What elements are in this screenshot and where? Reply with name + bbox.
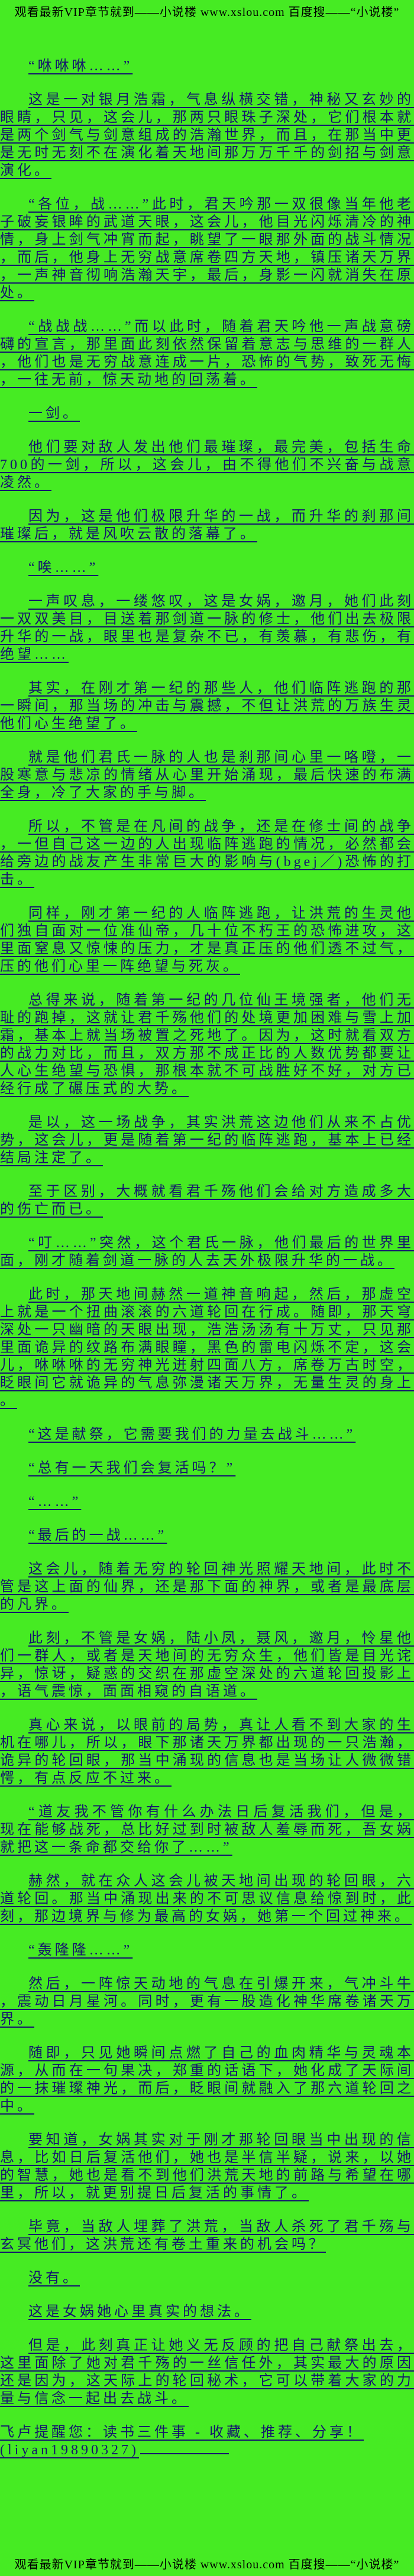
paragraph: “这是献祭，它需要我们的力量去战斗……” bbox=[28, 1427, 356, 1442]
paragraph: 要知道，女娲其实对于刚才那轮回眼当中出现的信息，比如日后复活他们，她也是半信半疑… bbox=[0, 2132, 414, 2201]
paragraph: “轰隆隆……” bbox=[28, 1943, 133, 1958]
paragraph: “最后的一战……” bbox=[28, 1528, 167, 1543]
paragraph: 真心来说，以眼前的局势，真让人看不到大家的生机在哪儿，所以，眼下那诸天万界都出现… bbox=[0, 1718, 414, 1786]
paragraph: 这是女娲她心里真实的想法。 bbox=[28, 2304, 251, 2320]
paragraph: 毕竟，当敌人埋葬了洪荒，当敌人杀死了君千殇与玄冥他们，这洪荒还有卷土重来的机会吗… bbox=[0, 2219, 414, 2252]
paragraph: 一声叹息，一缕悠叹，这是女娲，邀月，她们此刻一双双美目，目送着那剑道一脉的修士，… bbox=[0, 594, 414, 662]
paragraph: 就是他们君氏一脉的人也是刹那间心里一咯噔，一股寒意与悲凉的情绪从心里开始涌现，最… bbox=[0, 750, 414, 801]
novel-page: 观看最新VIP章节就到——小说楼 www.xslou.com 百度搜——“小说楼… bbox=[0, 0, 414, 2459]
paragraph: “各位，战……”此时，君天吟那一双很像当年他老子破妄银眸的武道天眼，这会儿，他目… bbox=[0, 197, 414, 301]
paragraph: 随即，只见她瞬间点燃了自己的血肉精华与灵魂本源，从而在一句果决，郑重的话语下，她… bbox=[0, 2045, 414, 2114]
paragraph: 没有。 bbox=[28, 2271, 80, 2286]
paragraph: “咻咻咻……” bbox=[28, 58, 133, 74]
footer-banner: 观看最新VIP章节就到——小说楼 www.xslou.com 百度搜——“小说楼… bbox=[14, 2558, 400, 2571]
paragraph: 这会儿，随着无穷的轮回神光照耀天地间，此时不管是这上面的仙界，还是那下面的神界，… bbox=[0, 1562, 414, 1612]
paragraph: “唉……” bbox=[28, 560, 99, 575]
paragraph: 这是一对银月浩霜，气息纵横交错，神秘又玄妙的眼睛，只见，这会儿，那两只眼珠子深处… bbox=[0, 92, 414, 178]
paragraph: 是以，这一场战争，其实洪荒这边他们从来不占优势，这会儿，更是随着第一纪的临阵逃跑… bbox=[0, 1115, 414, 1166]
paragraph: 飞卢提醒您：读书三件事 - 收藏、推荐、分享！ (liyan19890327) bbox=[0, 2424, 414, 2459]
header-banner: 观看最新VIP章节就到——小说楼 www.xslou.com 百度搜——“小说楼… bbox=[14, 6, 400, 19]
paragraph: 因为，这是他们极限升华的一战，而升华的刹那间璀璨后，就是风吹云散的落幕了。 bbox=[0, 509, 414, 542]
paragraph: 至于区别，大概就看君千殇他们会给对方造成多大的伤亡而已。 bbox=[0, 1184, 414, 1217]
paragraph: “战战战……”而以此时，随着君天吟他一声战意磅礴的宣言，那里面此刻依然保留着意志… bbox=[0, 319, 414, 388]
paragraph: 所以，不管是在凡间的战争，还是在修士间的战争，一但自己这一边的人出现临阵逃跑的情… bbox=[0, 819, 414, 887]
paragraph: 总得来说，随着第一纪的几位仙王境强者，他们无耻的跑掉，这就让君千殇他们的处境更加… bbox=[0, 993, 414, 1097]
chapter-text: “咻咻咻……” 这是一对银月浩霜，气息纵横交错，神秘又玄妙的眼睛，只见，这会儿，那… bbox=[0, 20, 414, 2459]
paragraph: 此刻，不管是女娲，陆小凤，聂风，邀月，怜星他们一群人，或者是天地间的无穷众生，他… bbox=[0, 1631, 414, 1699]
paragraph: 一剑。 bbox=[28, 406, 80, 421]
paragraph: “叮……”突然，这个君氏一脉，他们最后的世界里面，刚才随着剑道一脉的人去天外极限… bbox=[0, 1235, 414, 1269]
paragraph: 其实，在刚才第一纪的那些人，他们临阵逃跑的那一瞬间，那当场的冲击与震撼，不但让洪… bbox=[0, 681, 414, 731]
paragraph: “总有一天我们会复活吗？” bbox=[28, 1461, 236, 1476]
paragraph: 同样，刚才第一纪的人临阵逃跑，让洪荒的生灵他们独自面对一位准仙帝，几十位不朽王的… bbox=[0, 906, 414, 974]
paragraph: 赫然，就在众人这会儿被天地间出现的轮回眼，六道轮回。那当中涌现出来的不可思议信息… bbox=[0, 1874, 414, 1924]
paragraph: 然后，一阵惊天动地的气息在引爆开来，气冲斗牛，震动日月星河。同时，更有一股造化神… bbox=[0, 1976, 414, 2027]
paragraph: 但是，此刻真正让她义无反顾的把自己献祭出去，这里面除了她对君千殇的一丝信任外，其… bbox=[0, 2338, 414, 2406]
paragraph: 此时，那天地间赫然一道神音响起，然后，那虚空上就是一个扭曲滚滚的六道轮回在行成。… bbox=[0, 1287, 414, 1409]
paragraph: “……” bbox=[28, 1494, 82, 1510]
paragraph: “道友我不管你有什么办法日后复活我们，但是，现在能够战死，总比好过到时被敌人羞辱… bbox=[0, 1804, 414, 1855]
paragraph: 他们要对敌人发出他们最璀璨，最完美，包括生命700的一剑，所以，这会儿，由不得他… bbox=[0, 440, 414, 490]
